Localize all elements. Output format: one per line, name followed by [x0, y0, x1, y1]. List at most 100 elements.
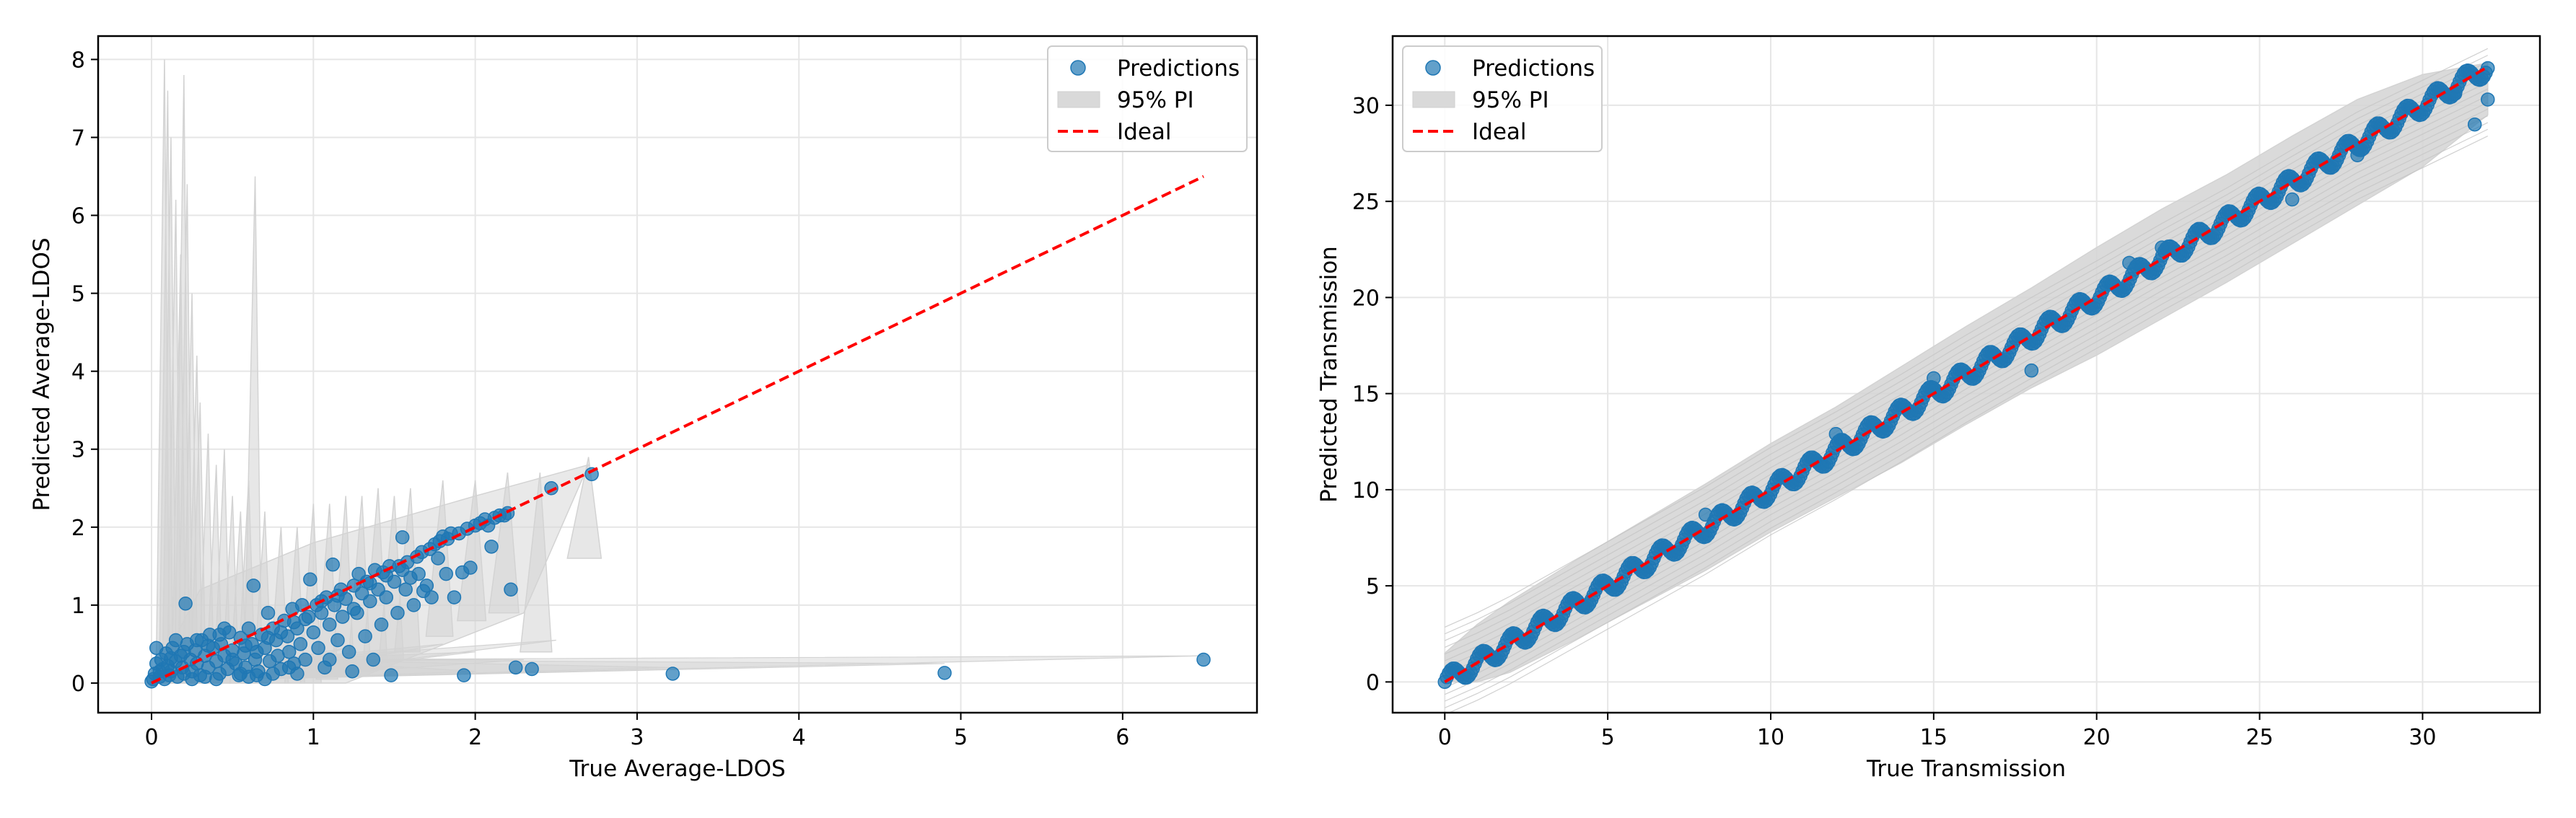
- prediction-point: [398, 582, 413, 597]
- prediction-point: [504, 582, 518, 597]
- prediction-point: [2467, 117, 2482, 132]
- prediction-point: [201, 638, 216, 653]
- x-tick-label: 0: [144, 725, 158, 750]
- grid: [98, 36, 1257, 713]
- prediction-point: [2024, 363, 2039, 378]
- prediction-point: [424, 590, 439, 604]
- x-tick-label: 5: [1601, 725, 1615, 750]
- prediction-point: [395, 530, 410, 545]
- prediction-point: [1196, 652, 1211, 667]
- prediction-point: [439, 566, 453, 581]
- legend-box: [1047, 45, 1248, 152]
- pi-spike: [566, 457, 603, 559]
- prediction-point: [314, 605, 329, 620]
- y-tick-label: 2: [71, 516, 85, 541]
- prediction-point: [190, 633, 204, 648]
- prediction-point: [177, 644, 191, 659]
- pi-strand: [1445, 122, 2488, 702]
- prediction-point: [250, 644, 264, 659]
- legend: Predictions 95% PI Ideal: [1047, 45, 1248, 152]
- y-tick-label: 30: [1352, 94, 1380, 119]
- prediction-point: [2480, 92, 2495, 107]
- prediction-point: [366, 652, 381, 667]
- prediction-point: [178, 596, 193, 611]
- prediction-point: [246, 579, 261, 593]
- legend-marker-predictions: [1070, 60, 1086, 76]
- prediction-point: [298, 652, 312, 667]
- prediction-point: [457, 668, 471, 682]
- y-tick-label: 15: [1352, 382, 1380, 408]
- legend-label: 95% PI: [1472, 87, 1549, 113]
- prediction-point: [225, 652, 240, 667]
- prediction-point: [217, 621, 232, 636]
- x-tick-label: 6: [1116, 725, 1129, 750]
- prediction-point: [323, 652, 337, 667]
- x-tick-label: 30: [2409, 725, 2436, 750]
- x-axis-label: True Transmission: [1866, 756, 2066, 782]
- pi-strand: [1445, 55, 2488, 635]
- prediction-point: [323, 617, 337, 632]
- prediction-point: [1698, 507, 1713, 522]
- y-tick-label: 8: [71, 48, 85, 73]
- x-tick-label: 2: [468, 725, 482, 750]
- legend-label: Predictions: [1472, 56, 1595, 82]
- prediction-point: [325, 557, 340, 572]
- prediction-point: [363, 576, 377, 591]
- prediction-point: [266, 667, 280, 681]
- legend-marker-predictions: [1425, 60, 1441, 76]
- y-tick-label: 5: [1366, 574, 1380, 599]
- prediction-point: [374, 617, 389, 632]
- y-axis-label: Predicted Transmission: [1316, 246, 1342, 503]
- prediction-point: [1927, 371, 1941, 386]
- prediction-point: [2284, 192, 2300, 207]
- x-tick-label: 0: [1438, 725, 1452, 750]
- prediction-point: [937, 666, 952, 680]
- legend-label: 95% PI: [1117, 87, 1194, 113]
- prediction-point: [384, 668, 398, 682]
- prediction-point: [281, 644, 297, 659]
- legend: Predictions 95% PI Ideal: [1402, 45, 1603, 152]
- x-tick-label: 20: [2083, 725, 2111, 750]
- legend-label: Ideal: [1472, 119, 1527, 145]
- y-tick-label: 0: [1366, 670, 1380, 695]
- ideal-line: [1444, 65, 2489, 684]
- y-axis-label: Predicted Average-LDOS: [29, 237, 55, 511]
- x-tick-label: 1: [307, 725, 320, 750]
- prediction-point: [152, 664, 167, 679]
- prediction-point: [2122, 255, 2137, 271]
- prediction-point: [233, 667, 248, 681]
- prediction-point: [281, 660, 297, 675]
- axes-frame: [1391, 35, 2541, 714]
- pi-strand: [1447, 136, 2488, 713]
- prediction-point: [273, 625, 289, 640]
- y-tick-label: 3: [71, 438, 85, 463]
- x-axis-label: True Average-LDOS: [569, 756, 785, 782]
- y-tick-label: 5: [71, 282, 85, 307]
- prediction-point: [303, 572, 317, 586]
- prediction-point: [209, 672, 224, 687]
- prediction-point: [164, 651, 178, 666]
- prediction-point: [2350, 148, 2365, 162]
- prediction-point: [345, 664, 359, 679]
- prediction-point: [250, 668, 264, 682]
- y-tick-label: 25: [1352, 190, 1380, 215]
- prediction-point: [484, 540, 499, 554]
- prediction-point: [363, 594, 377, 609]
- prediction-point: [2480, 61, 2495, 76]
- prediction-point: [346, 602, 362, 617]
- prediction-point: [525, 661, 539, 677]
- x-tick-label: 3: [630, 725, 644, 750]
- prediction-point: [185, 672, 199, 687]
- prediction-point: [260, 630, 276, 646]
- prediction-point: [447, 590, 462, 604]
- plot-area: [1437, 48, 2495, 713]
- y-tick-label: 7: [71, 126, 85, 151]
- prediction-point: [293, 637, 308, 651]
- prediction-point: [390, 605, 405, 620]
- ideal-line: [151, 175, 1204, 685]
- prediction-point: [508, 660, 523, 675]
- prediction-point: [198, 669, 212, 685]
- prediction-point: [665, 667, 680, 681]
- chart-transmission: 0 5 10 15 20 25 30 0 5 10 15 20 25 30 True Transmissio…: [1316, 35, 2541, 782]
